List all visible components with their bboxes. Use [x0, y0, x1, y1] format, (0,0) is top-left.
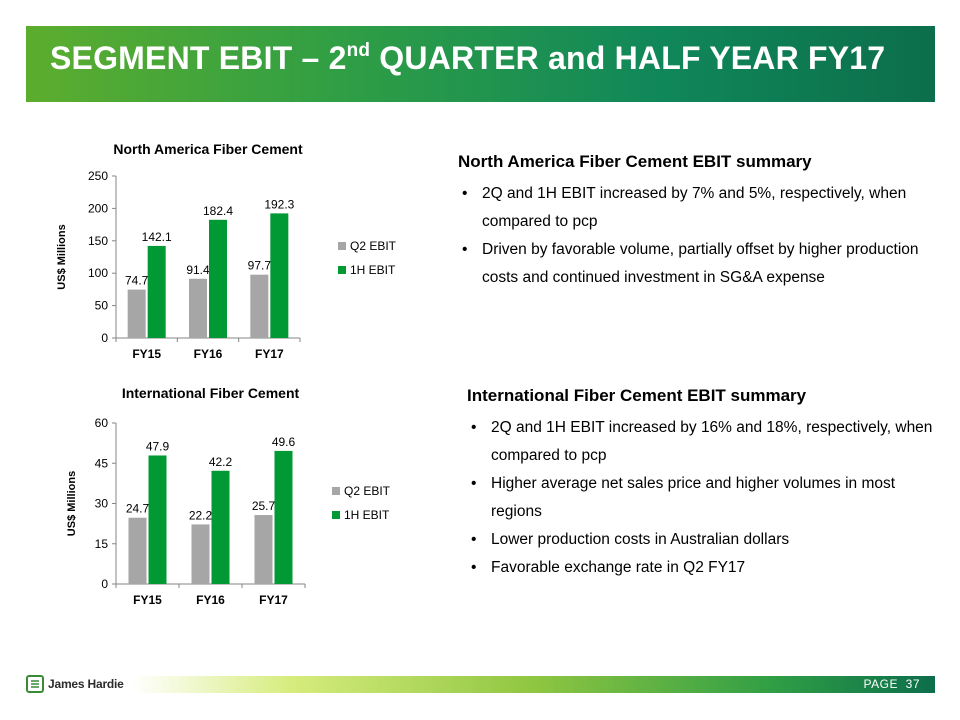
na-chart-svg: North America Fiber Cement US$ Millions 0 5…: [56, 141, 397, 361]
y-tick-label: 150: [88, 234, 108, 248]
data-label: 49.6: [272, 435, 296, 449]
intl-summary-list: • 2Q and 1H EBIT increased by 16% and 18%…: [467, 414, 937, 582]
bar-q2-ebit: [250, 274, 269, 338]
na-summary: North America Fiber Cement EBIT summary …: [458, 152, 928, 292]
data-label: 47.9: [146, 439, 170, 453]
y-tick-label: 50: [95, 299, 109, 313]
legend-swatch: [332, 487, 340, 495]
na-summary-list: • 2Q and 1H EBIT increased by 7% and 5%, …: [458, 180, 928, 292]
y-axis-title: US$ Millions: [66, 471, 78, 536]
y-tick-label: 30: [95, 497, 109, 511]
y-tick-label: 250: [88, 169, 108, 183]
page-number: PAGE 37: [863, 677, 920, 691]
logo-text: James Hardie: [48, 677, 124, 691]
chart-title: International Fiber Cement: [122, 385, 300, 401]
bullet-icon: •: [462, 185, 468, 202]
intl-fiber-cement-chart: International Fiber Cement US$ Millions 0 1…: [40, 378, 440, 613]
y-axis-title: US$ Millions: [56, 224, 68, 289]
list-item: • Driven by favorable volume, partially o…: [458, 236, 928, 292]
list-item: • Favorable exchange rate in Q2 FY17: [467, 554, 937, 582]
data-label: 22.2: [189, 508, 213, 522]
data-label: 192.3: [264, 197, 294, 211]
bar-q2-ebit: [127, 289, 146, 338]
data-label: 74.7: [125, 274, 149, 288]
intl-summary-heading: International Fiber Cement EBIT summary: [467, 386, 807, 405]
bar-1h-ebit: [148, 455, 167, 584]
legend-label: Q2 EBIT: [344, 484, 391, 498]
x-tick-label: FY16: [196, 593, 225, 607]
footer-bar: [132, 676, 935, 693]
legend-swatch: [338, 242, 346, 250]
list-item: • 2Q and 1H EBIT increased by 16% and 18%…: [467, 414, 937, 470]
data-label: 91.4: [186, 263, 210, 277]
data-label: 182.4: [203, 204, 233, 218]
bullet-icon: •: [462, 241, 468, 258]
list-item: • Lower production costs in Australian do…: [467, 526, 937, 554]
x-tick-label: FY16: [194, 347, 223, 361]
intl-chart-svg: International Fiber Cement US$ Millions 0 1…: [66, 385, 391, 607]
bar-q2-ebit: [128, 517, 147, 584]
intl-summary: International Fiber Cement EBIT summary …: [467, 386, 937, 582]
data-label: 24.7: [126, 502, 150, 516]
bar-1h-ebit: [209, 219, 227, 338]
y-tick-label: 100: [88, 266, 108, 280]
company-logo: James Hardie: [26, 674, 124, 694]
bar-1h-ebit: [270, 213, 289, 338]
x-tick-label: FY17: [259, 593, 288, 607]
na-summary-heading: North America Fiber Cement EBIT summary: [458, 152, 812, 171]
y-tick-label: 0: [101, 577, 108, 591]
na-fiber-cement-chart: North America Fiber Cement US$ Millions 0 5…: [40, 138, 440, 368]
y-tick-label: 15: [95, 537, 109, 551]
bar-1h-ebit: [147, 245, 166, 338]
bullet-icon: •: [471, 559, 477, 576]
legend-label: Q2 EBIT: [350, 239, 397, 253]
data-label: 97.7: [248, 259, 272, 273]
data-label: 42.2: [209, 455, 233, 469]
list-item: • 2Q and 1H EBIT increased by 7% and 5%, …: [458, 180, 928, 236]
x-tick-label: FY15: [132, 347, 161, 361]
y-tick-label: 200: [88, 201, 108, 215]
data-label: 25.7: [252, 499, 276, 513]
data-label: 142.1: [142, 230, 172, 244]
y-tick-label: 60: [95, 416, 109, 430]
legend-swatch: [332, 511, 340, 519]
x-tick-label: FY17: [255, 347, 284, 361]
list-item: • Higher average net sales price and high…: [467, 470, 937, 526]
bullet-icon: •: [471, 531, 477, 548]
legend-label: 1H EBIT: [350, 263, 396, 277]
y-tick-label: 45: [95, 456, 109, 470]
james-hardie-logo-icon: [26, 675, 44, 693]
bar-1h-ebit: [211, 470, 230, 584]
page-title: SEGMENT EBIT – 2nd QUARTER and HALF YEAR…: [50, 40, 886, 76]
bar-1h-ebit: [274, 450, 293, 584]
bar-q2-ebit: [191, 524, 210, 584]
bar-q2-ebit: [189, 278, 207, 338]
legend-label: 1H EBIT: [344, 508, 390, 522]
bullet-icon: •: [471, 475, 477, 492]
x-tick-label: FY15: [133, 593, 162, 607]
bar-q2-ebit: [254, 515, 273, 584]
title-banner: [26, 26, 935, 102]
bullet-icon: •: [471, 419, 477, 436]
y-tick-label: 0: [101, 331, 108, 345]
legend-swatch: [338, 266, 346, 274]
chart-title: North America Fiber Cement: [113, 141, 303, 157]
